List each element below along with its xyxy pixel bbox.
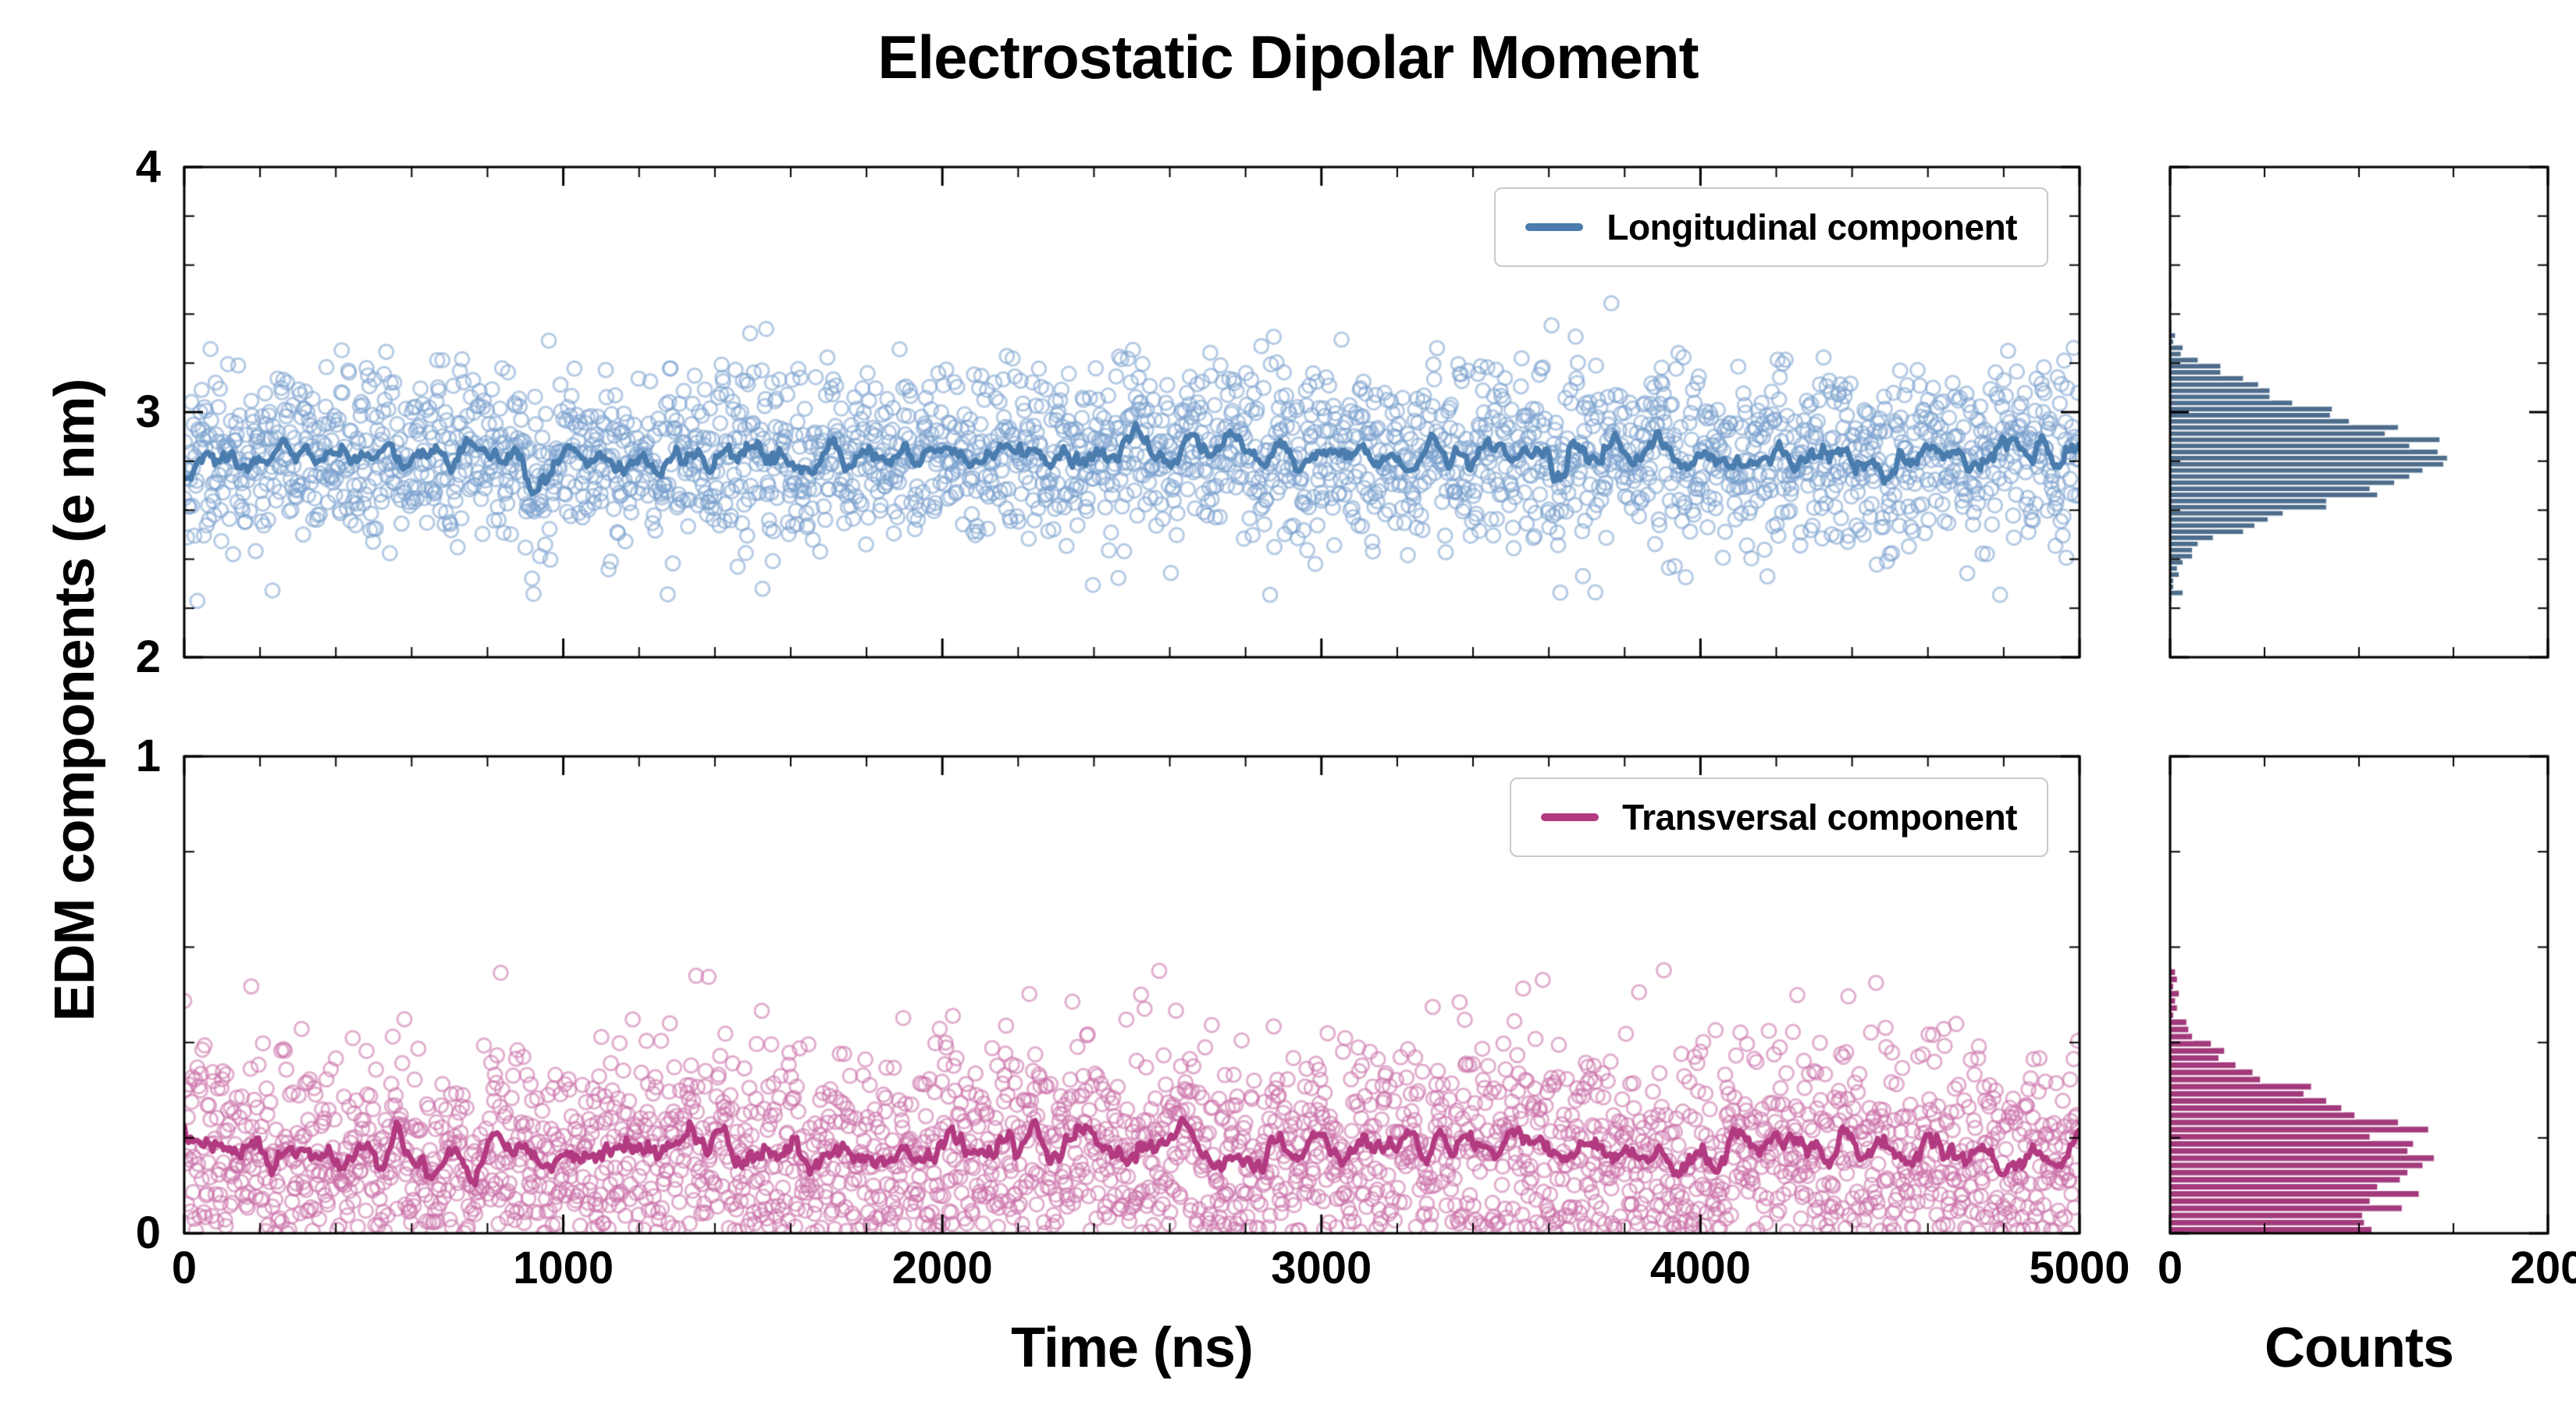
legend-swatch-transversal [1541, 813, 1599, 821]
x-axis-label: Time (ns) [1011, 1317, 1254, 1379]
y-tick-label: 3 [135, 386, 161, 437]
legend-label-transversal: Transversal component [1622, 797, 2017, 838]
counts-axis-label: Counts [2265, 1317, 2454, 1379]
legend-longitudinal: Longitudinal component [1494, 187, 2048, 267]
y-tick-label: 0 [135, 1208, 161, 1258]
x-tick-label: 5000 [2029, 1243, 2130, 1293]
x-tick-label: 3000 [1271, 1243, 1372, 1293]
y-tick-label: 1 [135, 731, 161, 781]
y-tick-label: 4 [135, 141, 161, 192]
x-tick-label: 1000 [513, 1243, 614, 1293]
y-axis-label: EDM components (e nm) [44, 379, 106, 1022]
legend-transversal: Transversal component [1510, 777, 2048, 857]
legend-label-longitudinal: Longitudinal component [1606, 207, 2017, 247]
x-tick-label: 0 [171, 1243, 197, 1293]
x-tick-label: 2000 [891, 1243, 993, 1293]
legend-swatch-longitudinal [1525, 223, 1584, 231]
counts-tick-label: 200 [2510, 1243, 2576, 1293]
counts-tick-label: 0 [2157, 1243, 2183, 1293]
y-tick-label: 2 [135, 631, 161, 682]
chart-title: Electrostatic Dipolar Moment [877, 23, 1699, 91]
x-tick-label: 4000 [1649, 1243, 1751, 1293]
